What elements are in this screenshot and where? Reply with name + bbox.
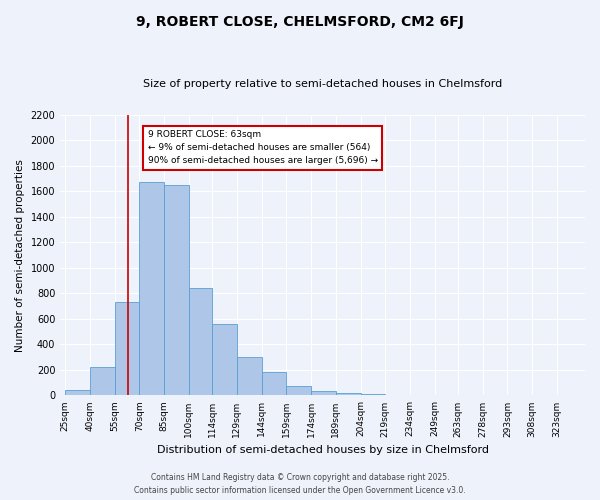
Bar [139,182,164,396]
Bar [212,324,237,396]
Text: 9 ROBERT CLOSE: 63sqm
← 9% of semi-detached houses are smaller (564)
90% of semi: 9 ROBERT CLOSE: 63sqm ← 9% of semi-detac… [148,130,378,166]
Bar [237,357,262,396]
Bar [115,302,139,396]
Bar [90,368,115,396]
Bar [361,394,385,396]
Bar [311,391,336,396]
X-axis label: Distribution of semi-detached houses by size in Chelmsford: Distribution of semi-detached houses by … [157,445,488,455]
Bar [189,288,212,396]
Text: Contains HM Land Registry data © Crown copyright and database right 2025.
Contai: Contains HM Land Registry data © Crown c… [134,474,466,495]
Bar [262,372,286,396]
Text: 9, ROBERT CLOSE, CHELMSFORD, CM2 6FJ: 9, ROBERT CLOSE, CHELMSFORD, CM2 6FJ [136,15,464,29]
Bar [164,185,189,396]
Bar [336,393,361,396]
Y-axis label: Number of semi-detached properties: Number of semi-detached properties [15,158,25,352]
Bar [385,395,410,396]
Bar [286,386,311,396]
Bar [65,390,90,396]
Title: Size of property relative to semi-detached houses in Chelmsford: Size of property relative to semi-detach… [143,79,502,89]
